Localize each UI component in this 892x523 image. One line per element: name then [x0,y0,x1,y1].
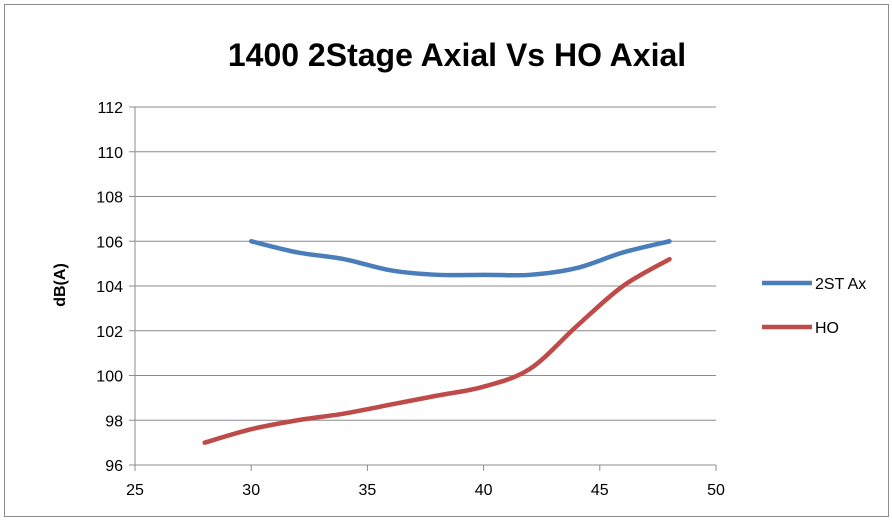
axes: 96 98 100 102 104 106 108 110 112 25 30 35 40 45 50 [96,100,725,499]
legend-label-2st-ax: 2ST Ax [815,276,866,293]
y-tick-label: 96 [105,458,123,475]
y-tick-label: 108 [96,190,123,207]
legend: 2ST Ax HO [762,276,866,337]
chart-frame: 1400 2Stage Axial Vs HO Axial 96 98 100 102… [4,4,889,517]
y-tick-label: 104 [96,279,123,296]
series-line-ho [202,256,672,445]
chart-title: 1400 2Stage Axial Vs HO Axial [228,37,686,73]
legend-label-ho: HO [815,320,839,337]
y-tick-label: 102 [96,324,123,341]
line-chart: 1400 2Stage Axial Vs HO Axial 96 98 100 102… [52,37,866,499]
x-tick-label: 40 [475,482,493,499]
y-tick-label: 112 [97,100,123,117]
x-tick-label: 45 [591,482,609,499]
y-tick-label: 106 [96,234,123,251]
y-tick-label: 110 [97,145,123,162]
y-axis-label: dB(A) [52,263,69,307]
x-tick-label: 35 [359,482,377,499]
y-tick-label: 98 [105,413,123,430]
x-tick-label: 50 [707,482,725,499]
x-tick-label: 30 [242,482,260,499]
x-tick-label: 25 [126,482,144,499]
series-line-2st-ax [248,239,672,278]
series-lines [202,239,672,445]
y-tick-label: 100 [96,369,123,386]
gridlines [135,106,716,421]
